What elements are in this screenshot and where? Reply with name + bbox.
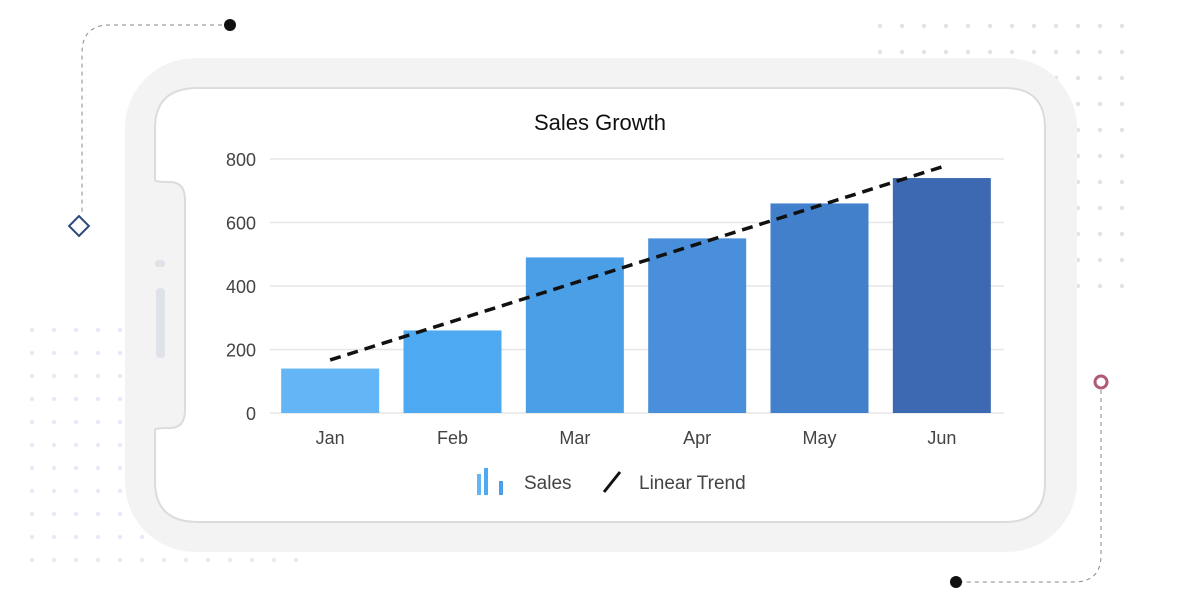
bar-mar[interactable] [525, 257, 624, 413]
legend-item-trend[interactable]: Linear Trend [602, 471, 746, 494]
dot-marker [224, 19, 236, 31]
x-tick-label: May [802, 428, 836, 448]
x-tick-label: Feb [437, 428, 468, 448]
x-tick-label: Jan [316, 428, 345, 448]
ring-marker [1093, 374, 1109, 390]
x-tick-label: Jun [927, 428, 956, 448]
phone-button [156, 288, 165, 358]
dot-marker [950, 576, 962, 588]
diamond-marker [67, 214, 91, 238]
y-tick-label: 200 [226, 341, 256, 361]
legend-label-sales: Sales [524, 473, 572, 494]
legend-item-sales[interactable]: Sales [477, 468, 572, 495]
y-tick-label: 400 [226, 277, 256, 297]
y-tick-label: 800 [226, 150, 256, 170]
bar-may[interactable] [770, 203, 869, 413]
legend: Sales Linear Trend [477, 468, 746, 495]
dashed-connector [81, 24, 230, 215]
chart-title: Sales Growth [534, 110, 666, 135]
line-icon [602, 471, 622, 493]
y-tick-label: 0 [246, 404, 256, 424]
bar-jan[interactable] [281, 368, 380, 413]
x-tick-label: Apr [683, 428, 711, 448]
dashed-connector [956, 390, 1102, 583]
legend-label-trend: Linear Trend [639, 473, 746, 494]
bar-feb[interactable] [403, 330, 502, 413]
phone-sensor [155, 260, 165, 267]
bar-jun[interactable] [892, 178, 991, 413]
x-tick-label: Mar [559, 428, 590, 448]
bar-chart-icon [477, 468, 503, 495]
y-tick-label: 600 [226, 214, 256, 234]
bar-apr[interactable] [648, 238, 747, 413]
